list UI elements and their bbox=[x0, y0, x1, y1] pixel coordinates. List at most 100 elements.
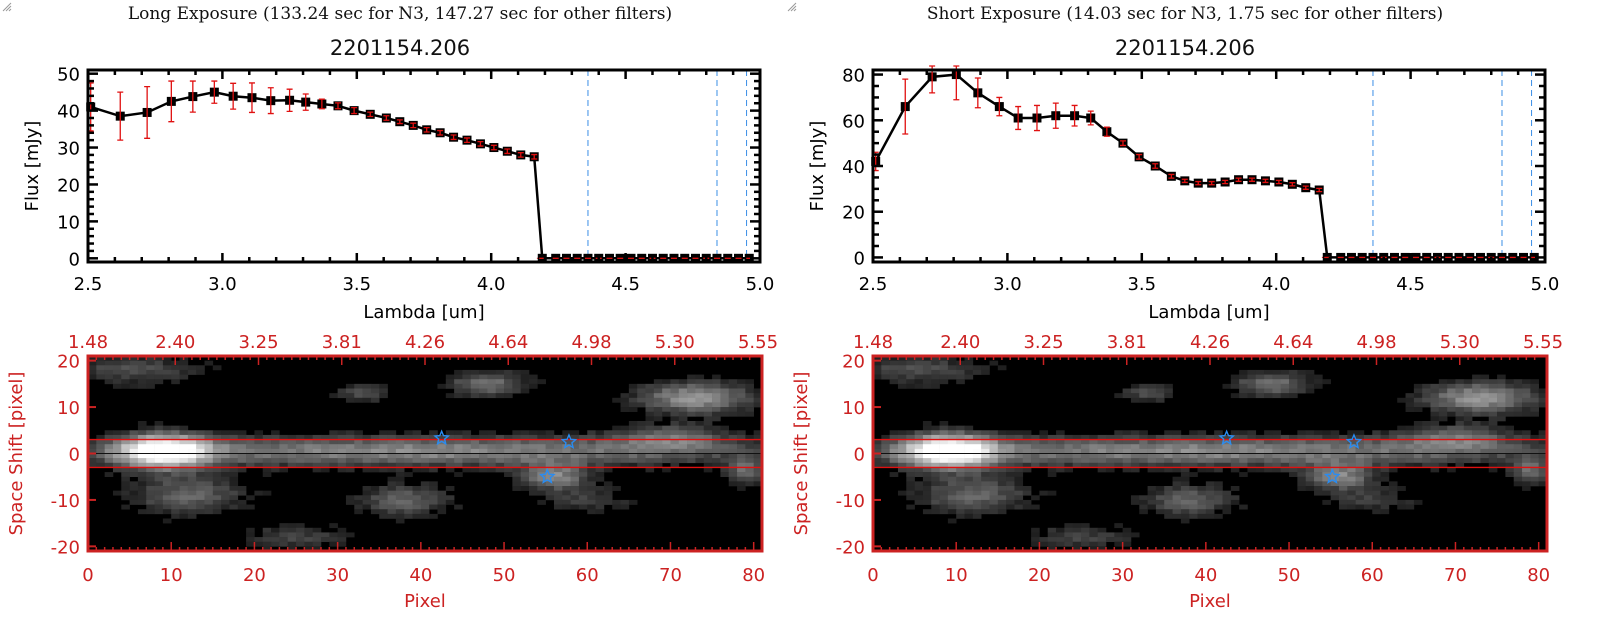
image-pixel bbox=[620, 425, 630, 431]
image-pixel bbox=[171, 472, 180, 478]
image-pixel bbox=[881, 369, 890, 375]
image-pixel bbox=[687, 439, 696, 445]
star-marker-icon bbox=[1323, 467, 1341, 484]
image-pixel bbox=[1488, 411, 1498, 417]
image-pixel bbox=[562, 462, 571, 468]
image-pixel bbox=[179, 439, 189, 445]
image-pixel bbox=[370, 453, 380, 459]
image-pixel bbox=[462, 444, 472, 450]
resize-grip-icon[interactable] bbox=[785, 0, 797, 12]
image-pixel bbox=[1172, 439, 1182, 445]
image-pixel bbox=[612, 448, 621, 454]
image-pixel bbox=[412, 495, 422, 501]
image-pixel bbox=[121, 472, 130, 478]
image-pixel bbox=[1047, 448, 1057, 454]
image-pixel bbox=[129, 434, 139, 440]
image-pixel bbox=[1380, 495, 1390, 501]
error-bar bbox=[464, 137, 471, 144]
image-pixel bbox=[587, 504, 596, 510]
image-pixel bbox=[537, 462, 546, 468]
image-pixel bbox=[1122, 467, 1132, 473]
image-pixel bbox=[1363, 486, 1373, 491]
image-pixel bbox=[154, 495, 164, 501]
image-pixel bbox=[337, 532, 347, 538]
image-pixel bbox=[703, 453, 713, 459]
image-pixel bbox=[129, 430, 139, 436]
image-pixel bbox=[445, 393, 455, 399]
image-pixel bbox=[404, 513, 413, 519]
image-pixel bbox=[931, 439, 940, 445]
image-pixel bbox=[1139, 448, 1148, 454]
image-pixel bbox=[1031, 439, 1040, 445]
image-pixel bbox=[504, 444, 513, 450]
image-pixel bbox=[512, 379, 521, 385]
image-pixel bbox=[553, 434, 563, 440]
image-pixel bbox=[939, 379, 949, 385]
image-pixel bbox=[1180, 513, 1190, 519]
image-pixel bbox=[279, 527, 289, 533]
image-pixel bbox=[1372, 476, 1381, 482]
image-pixel bbox=[553, 439, 563, 445]
image-pixel bbox=[1006, 490, 1015, 496]
image-pixel bbox=[162, 518, 172, 524]
image-pixel bbox=[981, 369, 990, 375]
image-pixel bbox=[1513, 458, 1523, 464]
image-pixel bbox=[753, 402, 763, 408]
image-pixel bbox=[196, 448, 205, 454]
image-pixel bbox=[1205, 444, 1215, 450]
image-pixel bbox=[1505, 448, 1515, 454]
image-pixel bbox=[1155, 458, 1165, 464]
image-pixel bbox=[989, 448, 999, 454]
image-pixel bbox=[687, 411, 696, 417]
image-pixel bbox=[914, 374, 924, 380]
image-pixel bbox=[1072, 527, 1082, 533]
image-pixel bbox=[972, 439, 982, 445]
image-pixel bbox=[1056, 434, 1065, 440]
image-pixel bbox=[121, 379, 130, 385]
image-pixel bbox=[1380, 476, 1390, 482]
image-pixel bbox=[229, 481, 239, 487]
image-pixel bbox=[939, 448, 949, 454]
image-pixel bbox=[1047, 472, 1057, 478]
image-pixel bbox=[703, 467, 713, 473]
image-pixel bbox=[1164, 383, 1173, 389]
image-pixel bbox=[1155, 504, 1165, 510]
image-pixel bbox=[1205, 453, 1215, 459]
image-pixel bbox=[1305, 369, 1315, 375]
image-pixel bbox=[537, 481, 546, 487]
image-pixel bbox=[204, 453, 214, 459]
image-pixel bbox=[1513, 430, 1523, 436]
image-pixel bbox=[1322, 467, 1331, 473]
image-pixel bbox=[379, 458, 388, 464]
image-pixel bbox=[695, 379, 705, 385]
image-pixel bbox=[1114, 541, 1123, 547]
image-pixel bbox=[137, 356, 147, 361]
image-pixel bbox=[997, 472, 1007, 478]
image-pixel bbox=[1438, 439, 1448, 445]
image-pixel bbox=[504, 458, 513, 464]
image-pixel bbox=[545, 430, 555, 436]
image-pixel bbox=[712, 462, 721, 468]
image-pixel bbox=[287, 448, 297, 454]
image-pixel bbox=[620, 397, 630, 403]
image-pixel bbox=[1413, 434, 1423, 440]
image-pixel bbox=[137, 430, 147, 436]
image-pixel bbox=[603, 439, 613, 445]
image-pixel bbox=[628, 393, 638, 399]
image-pixel bbox=[129, 453, 139, 459]
image-pixel bbox=[1056, 462, 1065, 468]
image-pixel bbox=[1222, 383, 1232, 389]
image-pixel bbox=[737, 472, 746, 478]
image-pixel bbox=[1530, 458, 1539, 464]
image-pixel bbox=[1522, 481, 1531, 487]
image-pixel bbox=[212, 453, 222, 459]
image-pixel bbox=[956, 499, 965, 505]
image-pixel bbox=[370, 467, 380, 473]
image-pixel bbox=[1155, 448, 1165, 454]
resize-grip-icon[interactable] bbox=[0, 0, 12, 12]
top-tick-label: 4.98 bbox=[571, 332, 611, 353]
image-pixel bbox=[972, 490, 982, 496]
image-pixel bbox=[229, 434, 239, 440]
image-pixel bbox=[1155, 490, 1165, 496]
image-pixel bbox=[612, 486, 621, 491]
